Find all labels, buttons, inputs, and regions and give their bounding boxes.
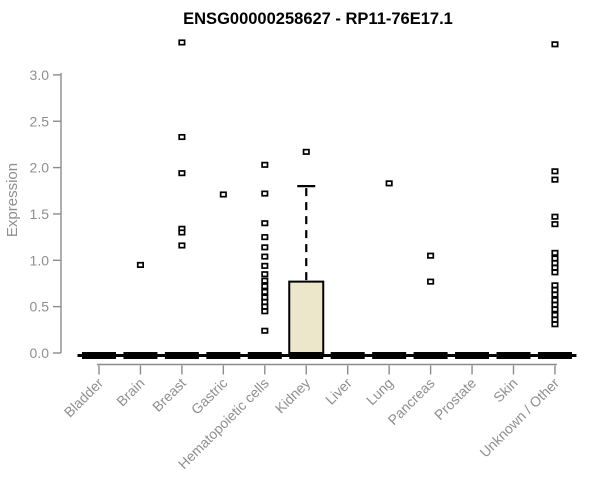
outlier-point[interactable] (261, 244, 269, 251)
outlier-point[interactable] (551, 260, 559, 267)
x-tick-label: Unknown / Other (476, 375, 562, 461)
zero-median-bar[interactable] (123, 352, 158, 359)
x-tick-label: Prostate (431, 375, 479, 423)
zero-median-bar[interactable] (247, 352, 282, 359)
outlier-point[interactable] (136, 261, 145, 268)
y-tick-label: 1.5 (30, 206, 50, 222)
outlier-point[interactable] (261, 190, 269, 197)
outlier-point[interactable] (302, 148, 310, 155)
y-tick-label: 3.0 (30, 67, 50, 83)
outlier-point[interactable] (261, 327, 269, 334)
y-axis-title: Expression (4, 163, 21, 237)
outlier-point[interactable] (551, 321, 559, 328)
x-tick-label: Skin (490, 375, 521, 406)
x-tick-label: Breast (149, 375, 189, 415)
x-tick-label: Lung (363, 375, 396, 408)
chart-title: ENSG00000258627 - RP11-76E17.1 (183, 10, 453, 28)
y-tick-label: 2.5 (30, 113, 50, 129)
zero-median-bar[interactable] (455, 352, 490, 359)
zero-median-bar[interactable] (289, 352, 324, 359)
outlier-point[interactable] (551, 255, 559, 262)
x-tick-label: Brain (113, 375, 147, 409)
outlier-point[interactable] (178, 39, 186, 46)
zero-median-bar[interactable] (537, 352, 572, 359)
x-tick-label: Bladder (61, 375, 107, 421)
y-tick-label: 0.5 (30, 299, 50, 315)
x-tick-label: Kidney (272, 375, 314, 417)
outlier-point[interactable] (261, 294, 269, 301)
outlier-point[interactable] (178, 133, 186, 141)
outlier-point[interactable] (551, 213, 559, 220)
outlier-point[interactable] (261, 288, 269, 295)
zero-median-bar[interactable] (164, 352, 199, 359)
outlier-point[interactable] (261, 283, 269, 290)
outlier-point[interactable] (551, 168, 559, 175)
outlier-point[interactable] (261, 271, 269, 278)
outlier-point[interactable] (261, 303, 269, 310)
outlier-point[interactable] (551, 264, 559, 271)
outlier-point[interactable] (551, 306, 559, 313)
outlier-point[interactable] (551, 291, 559, 298)
outlier-point[interactable] (178, 229, 186, 236)
outlier-point[interactable] (551, 311, 559, 319)
outlier-point[interactable] (551, 301, 559, 308)
outlier-point[interactable] (261, 253, 269, 260)
outlier-point[interactable] (551, 316, 559, 323)
outlier-point[interactable] (261, 277, 269, 284)
y-tick-label: 0.0 (30, 345, 50, 361)
outlier-point[interactable] (551, 282, 559, 289)
outlier-point[interactable] (551, 249, 559, 256)
zero-median-bar[interactable] (372, 352, 407, 359)
zero-median-bar[interactable] (82, 352, 116, 359)
outlier-point[interactable] (261, 262, 269, 269)
zero-median-bar[interactable] (206, 352, 241, 359)
outlier-point[interactable] (385, 180, 393, 187)
y-tick-label: 1.0 (30, 252, 50, 268)
outlier-point[interactable] (261, 298, 269, 306)
zero-median-bar[interactable] (330, 352, 365, 359)
x-tick-label: Liver (322, 375, 355, 408)
outlier-point[interactable] (178, 242, 186, 249)
outlier-point[interactable] (261, 308, 269, 315)
outlier-point[interactable] (551, 269, 559, 276)
zero-median-bar[interactable] (496, 352, 531, 359)
outlier-point[interactable] (551, 297, 559, 304)
outlier-point[interactable] (551, 286, 559, 294)
outlier-point[interactable] (261, 161, 269, 168)
outlier-point[interactable] (219, 191, 227, 198)
outlier-point[interactable] (551, 221, 559, 228)
outlier-point[interactable] (551, 41, 559, 48)
outlier-point[interactable] (427, 278, 435, 285)
zero-median-bar[interactable] (413, 352, 448, 359)
box-kidney[interactable] (288, 280, 325, 356)
outlier-point[interactable] (261, 234, 269, 241)
outlier-point[interactable] (178, 170, 186, 177)
outlier-point[interactable] (261, 220, 269, 227)
y-tick-label: 2.0 (30, 160, 50, 176)
outlier-point[interactable] (551, 176, 559, 183)
outlier-point[interactable] (427, 252, 435, 259)
